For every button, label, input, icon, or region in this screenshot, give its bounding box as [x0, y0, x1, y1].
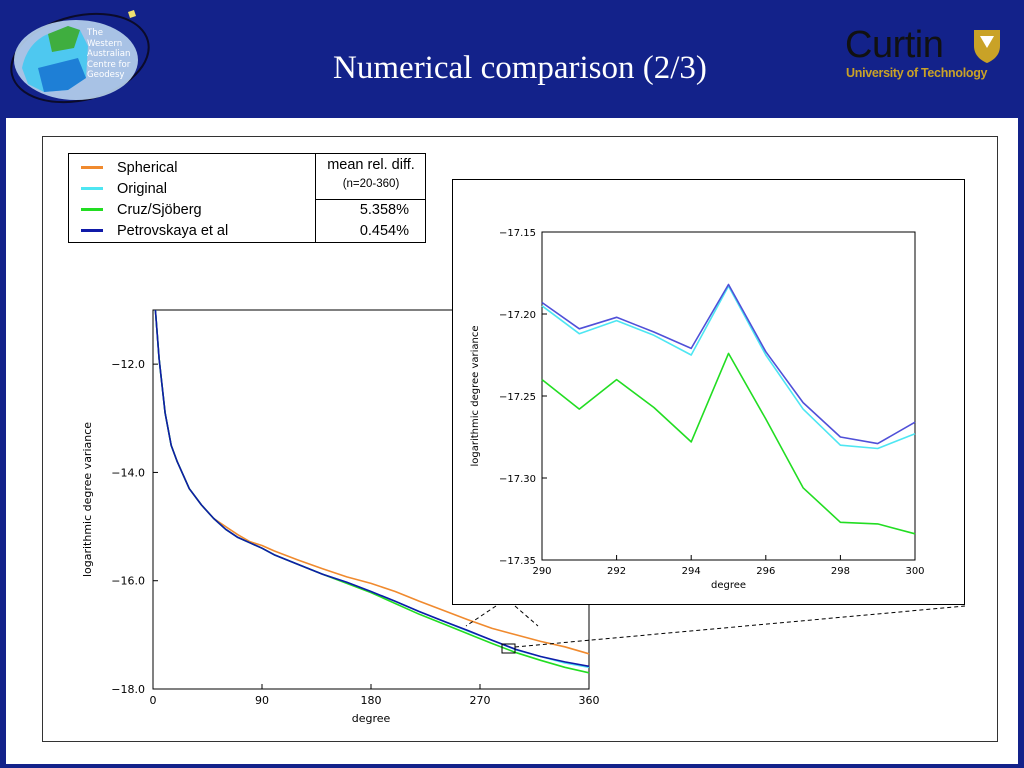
x-tick-label: 300 — [905, 566, 924, 577]
legend-swatch — [81, 208, 103, 211]
curtin-wordmark: Curtin — [845, 24, 944, 66]
inset-frame — [452, 179, 965, 605]
legend-entry: Cruz/Sjöberg — [69, 199, 202, 220]
legend-column-subheader: (n=20-360) — [342, 178, 400, 190]
y-tick-label: −17.20 — [499, 310, 536, 321]
y-tick-label: −14.0 — [111, 466, 145, 479]
x-tick-label: 90 — [255, 694, 269, 707]
legend-label: Petrovskaya et al — [117, 222, 229, 239]
y-tick-label: −16.0 — [111, 575, 145, 588]
wacg-line: Centre for — [87, 59, 131, 70]
x-tick-label: 0 — [150, 694, 157, 707]
series-line-cruz-sj-berg — [541, 352, 916, 535]
curtin-subtitle: University of Technology — [846, 66, 988, 80]
wacg-line: Australian — [87, 49, 131, 60]
x-axis-label: degree — [352, 712, 391, 725]
x-tick-label: 180 — [361, 694, 382, 707]
inset-chart: 290 292 294 296 298 300 −17.35 −17.30 −17.25 −17.… — [470, 228, 925, 591]
x-tick-label: 296 — [756, 566, 775, 577]
series-line-petrovskaya-et-al — [541, 283, 916, 445]
legend-divider — [315, 154, 316, 242]
wacg-logo-text: The Western Australian Centre for Geodes… — [87, 28, 130, 81]
legend-swatch — [81, 166, 103, 169]
legend-value-petrovskaya: 0.454% — [359, 223, 409, 239]
legend-swatch — [81, 187, 103, 190]
x-tick-label: 294 — [682, 566, 701, 577]
legend-label: Cruz/Sjöberg — [117, 201, 202, 218]
legend-swatch — [81, 229, 103, 232]
legend-table: Spherical Original Cruz/Sjöberg Petrovsk… — [68, 153, 426, 243]
legend-column-header: mean rel. diff. — [327, 157, 415, 173]
legend-value-cruz: 5.358% — [359, 202, 409, 218]
wacg-line: The — [87, 28, 103, 38]
legend-entry: Original — [69, 178, 167, 199]
series-line-original — [541, 285, 916, 450]
curtin-crest-icon — [974, 30, 1000, 63]
legend-label: Spherical — [117, 159, 178, 176]
x-axis-label: degree — [711, 580, 746, 591]
x-tick-label: 298 — [831, 566, 850, 577]
y-tick-label: −17.25 — [499, 392, 536, 403]
wacg-logo — [10, 10, 150, 104]
legend-entry: Petrovskaya et al — [69, 220, 228, 241]
y-tick-label: −12.0 — [111, 358, 145, 371]
x-tick-label: 292 — [607, 566, 626, 577]
y-tick-label: −17.35 — [499, 556, 536, 567]
wacg-line: Western — [87, 38, 123, 49]
legend-entry: Spherical — [69, 157, 177, 178]
plot-frame — [541, 231, 916, 561]
slide-title: Numerical comparison (2/3) — [333, 50, 707, 86]
y-tick-label: −18.0 — [111, 683, 145, 696]
y-tick-label: −17.15 — [499, 228, 536, 239]
series-line-petrovskaya-et-al — [154, 309, 590, 668]
x-tick-label: 290 — [532, 566, 551, 577]
y-axis-label: logarithmic degree variance — [470, 326, 481, 467]
legend-header-rule — [315, 199, 426, 200]
x-tick-label: 360 — [579, 694, 600, 707]
wacg-line: Geodesy — [87, 70, 125, 81]
y-tick-label: −17.30 — [499, 474, 536, 485]
legend-label: Original — [117, 180, 167, 197]
x-tick-label: 270 — [470, 694, 491, 707]
y-axis-label: logarithmic degree variance — [81, 422, 94, 577]
